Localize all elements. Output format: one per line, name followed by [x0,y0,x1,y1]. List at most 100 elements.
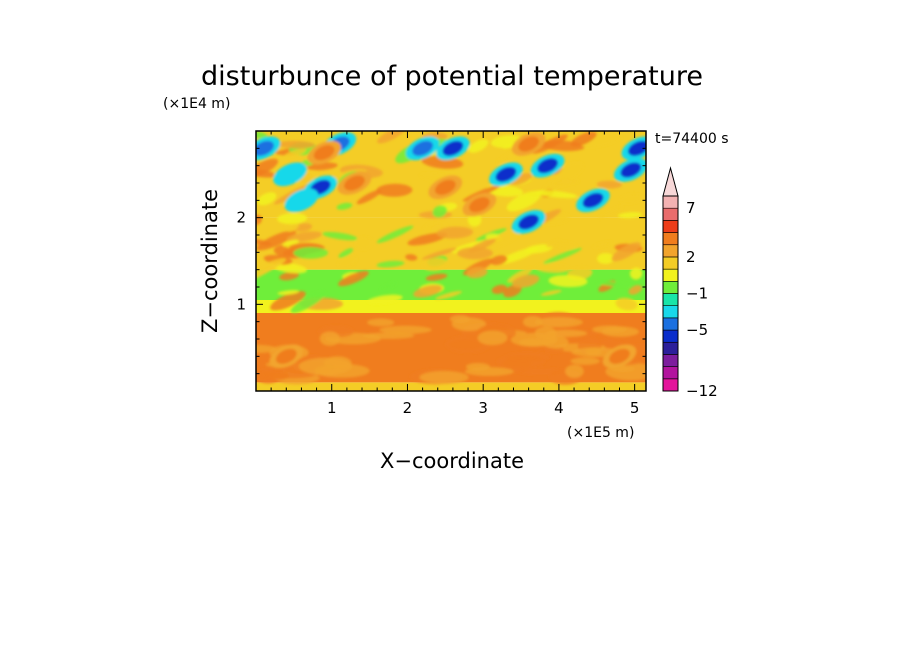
field-blob [534,317,583,328]
field-blob [532,134,568,154]
axis-ticks: 1 2 3 4 5 1 2 [236,131,646,417]
colorbar-label: 7 [686,199,696,217]
colorbar-label: 2 [686,248,696,266]
x-tick-label: 2 [403,399,413,417]
field-blob [524,244,553,254]
field-blob [542,335,569,349]
field-blob [629,267,643,280]
colorbar-label: −1 [686,285,708,303]
field-blob [338,270,369,287]
colorbar-swatch [662,293,679,306]
field-blob [298,357,353,376]
field-blob [546,239,562,248]
field-blob [535,190,578,199]
field-blob [618,212,643,219]
field-blob [451,317,486,331]
field-blob [376,260,405,268]
field-blob [592,241,612,249]
feature-core [279,166,301,182]
field-blob [277,213,308,225]
field-feature [256,136,281,161]
colorbar-swatch [662,354,679,367]
field-blob [413,284,443,298]
field-blob [304,170,317,178]
colorbar-swatch [662,329,679,343]
field-feature [489,162,523,187]
feature-core [609,348,630,364]
field-blob [596,180,622,189]
field-blob [284,148,307,158]
colorbar-swatch [662,305,679,319]
field-blob [596,281,630,287]
field-blob [615,297,638,311]
field-feature [405,136,440,161]
field-blob [496,355,545,368]
colorbar-swatch [662,341,679,355]
field-blob [548,274,588,288]
y-axis-unit: (×1E4 m) [163,96,230,112]
feature-core [469,197,490,213]
field-blob [377,131,406,144]
time-label: t=74400 s [655,131,729,147]
colorbar-swatch [662,268,679,282]
field-blob [540,289,562,296]
feature-core [582,192,604,208]
feature-core [434,179,456,195]
field-blob [336,202,353,210]
field-blob [506,191,541,212]
field-blob [466,266,488,279]
field-blob [270,290,306,311]
field-blob [510,173,533,186]
field-blob [290,291,326,313]
plot-frame [255,130,647,392]
field-blob [422,247,457,260]
field-blob [601,326,640,337]
field-blob [355,236,373,250]
colorbar-swatch [662,281,679,294]
field-blob [256,131,268,139]
field-blob [276,140,316,149]
colorbar-swatch [662,207,679,221]
field-blob [511,274,540,288]
field-blob [279,271,300,281]
field-blob [545,329,588,338]
feature-core [495,166,517,182]
x-tick-label: 4 [554,399,564,417]
field-feature [284,188,319,213]
feature-core [442,140,464,156]
field-blob [556,241,577,249]
field-blob [367,294,403,305]
field-feature [602,344,637,369]
field-blob [257,192,277,206]
field-blob [565,364,584,378]
field-blob [468,139,489,153]
field-blob [456,246,493,260]
field-blob [535,263,570,273]
field-texture [256,131,646,385]
field-blob [286,231,323,243]
field-blob [598,206,624,219]
x-tick-label: 1 [327,399,337,417]
field-blob [435,290,462,300]
colorbar-swatch [662,256,679,270]
field-blob [419,370,469,385]
field-blob [356,189,382,205]
field-blob [425,273,448,281]
field-blob [467,213,482,227]
feature-core [275,348,297,364]
y-axis-label: Z−coordinate [198,189,222,333]
field-blob [477,330,508,346]
field-blob [490,255,508,266]
feature-core [313,145,335,161]
x-axis-label: X−coordinate [380,449,524,473]
field-blob [422,257,448,271]
field-blob [338,248,354,258]
field-blob [518,338,546,347]
field-feature [337,171,372,195]
field-blob [491,284,507,294]
field-blob [557,162,584,181]
field-blob [380,282,397,291]
field-blob [272,262,307,274]
feature-core [620,162,642,178]
field-blob [570,357,601,365]
